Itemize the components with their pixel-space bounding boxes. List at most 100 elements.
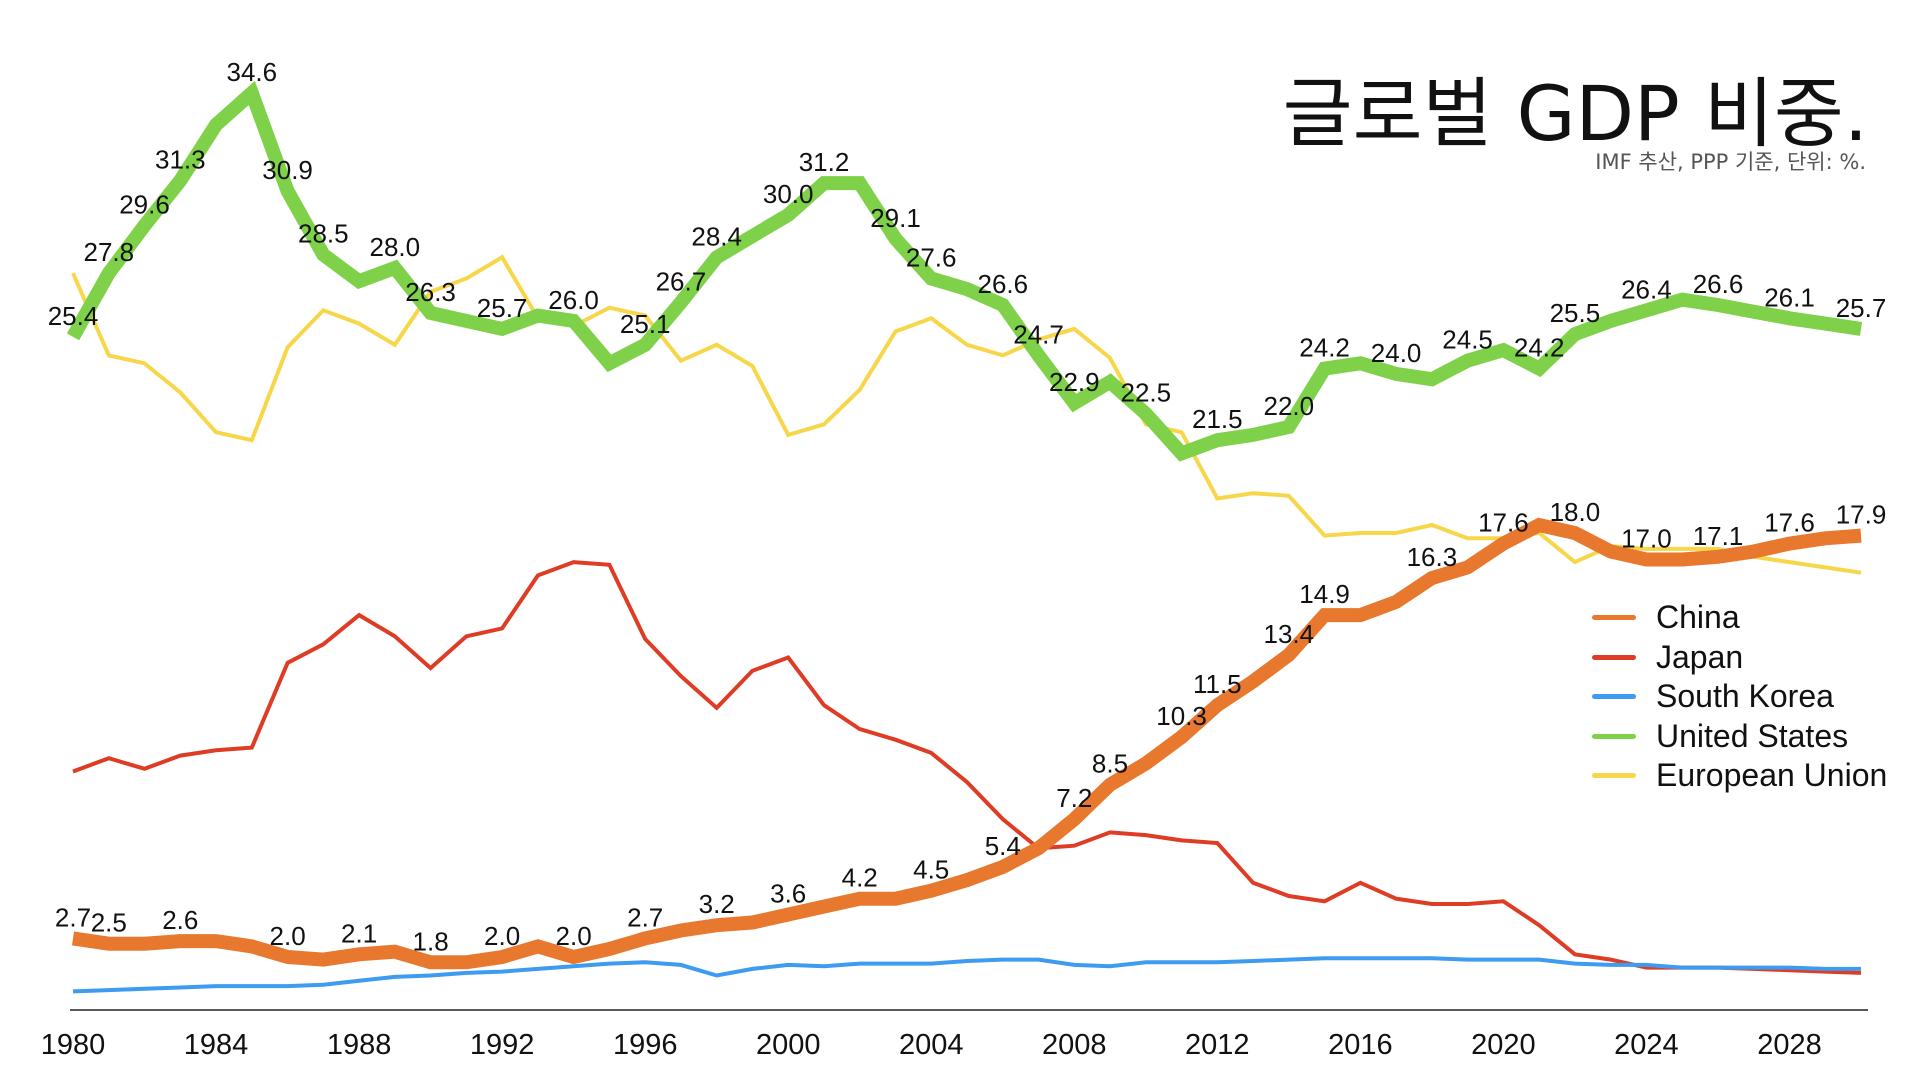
data-label-china: 2.1 [341,918,377,948]
data-label-china: 13.4 [1263,619,1314,649]
data-label-united-states: 26.3 [405,277,456,307]
data-label-china: 2.6 [162,905,198,935]
legend-swatch-united-states [1592,733,1636,739]
x-tick-label: 1996 [613,1029,678,1061]
legend-item-united-states: United States [1592,717,1887,757]
legend-item-china: China [1592,598,1887,638]
data-label-united-states: 22.0 [1263,391,1314,421]
data-label-china: 1.8 [413,926,449,956]
data-label-united-states: 29.6 [119,190,170,220]
data-label-china: 2.5 [91,908,127,938]
data-label-united-states: 24.2 [1514,333,1565,363]
legend-label-japan: Japan [1656,638,1744,675]
data-label-united-states: 29.1 [870,203,921,233]
legend-label-china: China [1656,599,1740,636]
chart-title: 글로벌 GDP 비중. [1282,69,1868,158]
data-label-united-states: 30.9 [262,155,313,185]
data-label-china: 2.0 [556,921,592,951]
legend-swatch-japan [1592,654,1636,660]
data-label-united-states: 28.0 [369,232,420,262]
data-label-united-states: 24.2 [1299,333,1350,363]
data-label-china: 2.0 [270,921,306,951]
data-label-china: 3.6 [770,879,806,909]
data-label-china: 17.9 [1836,500,1887,530]
data-label-united-states: 21.5 [1192,404,1243,434]
data-label-united-states: 22.9 [1049,367,1100,397]
legend-swatch-china [1592,615,1636,621]
legend-swatch-european-union [1592,773,1636,779]
series-line-united-states [66,80,1863,462]
data-label-united-states: 25.1 [620,309,671,339]
x-tick-label: 1992 [470,1029,535,1061]
data-label-china: 4.5 [913,855,949,885]
x-tick-label: 1988 [327,1029,392,1061]
data-label-united-states: 28.4 [691,221,742,251]
data-label-united-states: 26.4 [1621,274,1672,304]
data-label-china: 16.3 [1407,542,1458,572]
legend-item-south-korea: South Korea [1592,677,1887,717]
data-label-china: 2.7 [627,902,663,932]
x-tick-label: 2016 [1328,1029,1393,1061]
series-line-south-korea [72,956,1861,994]
data-label-china: 10.3 [1156,701,1207,731]
data-label-united-states: 34.6 [226,57,277,87]
series-line-china [71,517,1862,970]
data-label-united-states: 24.0 [1371,338,1422,368]
data-label-united-states: 24.7 [1013,319,1064,349]
data-label-china: 3.2 [699,889,735,919]
data-label-china: 8.5 [1092,749,1128,779]
x-tick-label: 1980 [41,1029,106,1061]
data-label-china: 18.0 [1550,497,1601,527]
legend-label-united-states: United States [1656,717,1849,754]
x-tick-labels: 1980 1984 1988 1992 1996 2000 2004 2008 2012 2016… [41,1029,1822,1061]
data-label-united-states: 24.5 [1442,325,1493,355]
x-tick-label: 2020 [1471,1029,1536,1061]
legend: China Japan South Korea United States Eu… [1592,598,1887,796]
data-label-united-states: 26.7 [656,266,707,296]
data-label-china: 17.1 [1693,521,1744,551]
data-label-united-states: 26.6 [977,269,1028,299]
data-label-china: 17.0 [1621,524,1672,554]
legend-item-japan: Japan [1592,638,1887,678]
x-tick-label: 2008 [1042,1029,1107,1061]
data-label-united-states: 31.2 [799,147,850,177]
data-label-china: 17.6 [1764,508,1815,538]
data-labels-layer: 2.7 2.5 2.62.0 2.1 1.8 2.0 2.02.7 3.2 3.64.2 4.55… [48,57,1887,956]
data-label-united-states: 27.8 [83,237,134,267]
x-tick-label: 2000 [756,1029,821,1061]
legend-item-european-union: European Union [1592,756,1887,796]
x-tick-label: 2028 [1757,1029,1822,1061]
series-line-japan [72,560,1862,975]
data-label-united-states: 25.5 [1550,298,1601,328]
data-label-united-states: 26.1 [1764,282,1815,312]
data-label-united-states: 26.0 [548,285,599,315]
data-label-china: 11.5 [1193,669,1242,699]
data-label-china: 2.0 [484,921,520,951]
x-tick-label: 1984 [184,1029,249,1061]
data-label-united-states: 25.7 [1836,293,1887,323]
x-tick-label: 2004 [899,1029,964,1061]
data-label-china: 5.4 [985,831,1021,861]
legend-swatch-south-korea [1592,694,1636,700]
data-label-united-states: 25.7 [477,293,528,323]
data-label-united-states: 22.5 [1120,378,1171,408]
data-label-united-states: 27.6 [906,243,957,273]
series-layer [66,80,1863,994]
data-label-united-states: 30.0 [763,179,814,209]
chart-subtitle: IMF 추산, PPP 기준, 단위: %. [1595,150,1866,174]
data-label-china: 4.2 [842,863,878,893]
legend-label-european-union: European Union [1656,757,1888,794]
data-label-united-states: 28.5 [298,219,349,249]
data-label-china: 14.9 [1299,579,1350,609]
data-label-united-states: 25.4 [48,301,99,331]
data-label-china: 17.6 [1478,508,1529,538]
x-tick-label: 2012 [1185,1029,1250,1061]
data-label-united-states: 26.6 [1693,269,1744,299]
data-label-china: 2.7 [55,902,91,932]
series-line-european-union [71,254,1862,575]
data-label-united-states: 31.3 [155,145,206,175]
x-tick-label: 2024 [1614,1029,1679,1061]
legend-label-south-korea: South Korea [1656,678,1834,715]
data-label-china: 7.2 [1056,783,1092,813]
